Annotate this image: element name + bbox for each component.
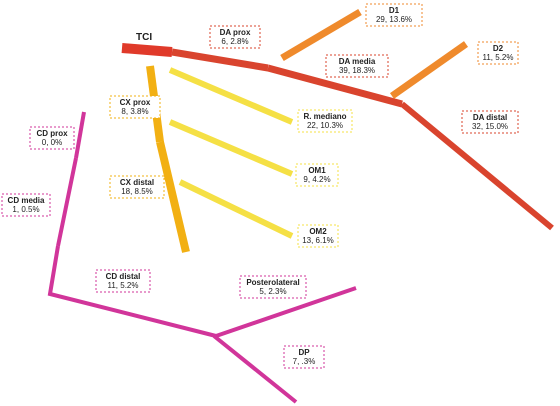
segment-name: CD distal — [106, 272, 141, 281]
segment-value: 9, 4.2% — [303, 175, 330, 184]
vessel-tci — [121, 43, 173, 57]
segment-name: CD prox — [36, 129, 68, 138]
label-box — [1, 193, 51, 217]
vessel-da-distal — [400, 101, 554, 231]
vessel-d2 — [389, 41, 469, 99]
label-box — [29, 126, 75, 150]
label-box — [283, 345, 325, 369]
label-box — [295, 163, 339, 187]
label-box — [325, 54, 389, 78]
segment-name: CX distal — [120, 178, 154, 187]
vessel-cd-prox — [74, 111, 86, 159]
segment-name: D1 — [389, 6, 400, 15]
segment-value: 32, 15.0% — [472, 122, 508, 131]
label-box — [297, 224, 339, 248]
vessel-cx-distal — [156, 141, 190, 253]
segment-name: DP — [298, 348, 310, 357]
diagram-title: TCI — [136, 32, 152, 43]
vessel-da-media — [267, 64, 403, 108]
segment-value: 8, 3.8% — [121, 107, 148, 116]
segment-value: 22, 10.3% — [307, 121, 343, 130]
label-box — [461, 110, 519, 134]
label-box — [239, 275, 307, 299]
label-box — [209, 25, 261, 49]
segment-value: 29, 13.6% — [376, 15, 412, 24]
label-box — [95, 269, 151, 293]
vessel-om1 — [168, 119, 294, 177]
segment-name: OM1 — [308, 166, 326, 175]
segment-value: 11, 5.2% — [108, 281, 139, 290]
segment-name: DA distal — [473, 113, 507, 122]
vessel-cd-media — [56, 157, 78, 247]
segment-value: 18, 8.5% — [121, 187, 153, 196]
segment-name: D2 — [493, 44, 504, 53]
vessel-posterolateral — [215, 286, 357, 338]
segment-value: 11, 5.2% — [483, 53, 514, 62]
segment-value: 0, 0% — [42, 138, 62, 147]
segment-value: 13, 6.1% — [302, 236, 334, 245]
segment-name: R. mediano — [303, 112, 346, 121]
segment-value: 5, 2.3% — [259, 287, 286, 296]
vessel-cd-distal — [47, 245, 217, 338]
segment-value: 39, 18.3% — [339, 66, 375, 75]
label-box — [365, 3, 423, 27]
segment-name: CX prox — [120, 98, 151, 107]
segment-value: 1, 0.5% — [12, 205, 39, 214]
label-dp: DP7, .3% — [283, 345, 325, 369]
vessel-da-prox — [171, 48, 269, 72]
label-box — [477, 41, 519, 65]
label-box — [297, 109, 353, 133]
segment-value: 6, 2.8% — [221, 37, 248, 46]
vessel-r-mediano — [168, 67, 294, 125]
vessel-d1 — [280, 8, 362, 62]
label-box — [109, 95, 161, 119]
label-box — [109, 175, 165, 199]
segment-name: DA media — [339, 57, 376, 66]
segment-name: OM2 — [309, 227, 327, 236]
segment-name: CD media — [8, 196, 45, 205]
segment-value: 7, .3% — [293, 357, 316, 366]
segment-name: DA prox — [220, 28, 251, 37]
vessel-dp — [212, 334, 298, 404]
vessel-om2 — [178, 179, 294, 239]
segment-name: Posterolateral — [246, 278, 299, 287]
vessel-segments — [47, 8, 554, 404]
